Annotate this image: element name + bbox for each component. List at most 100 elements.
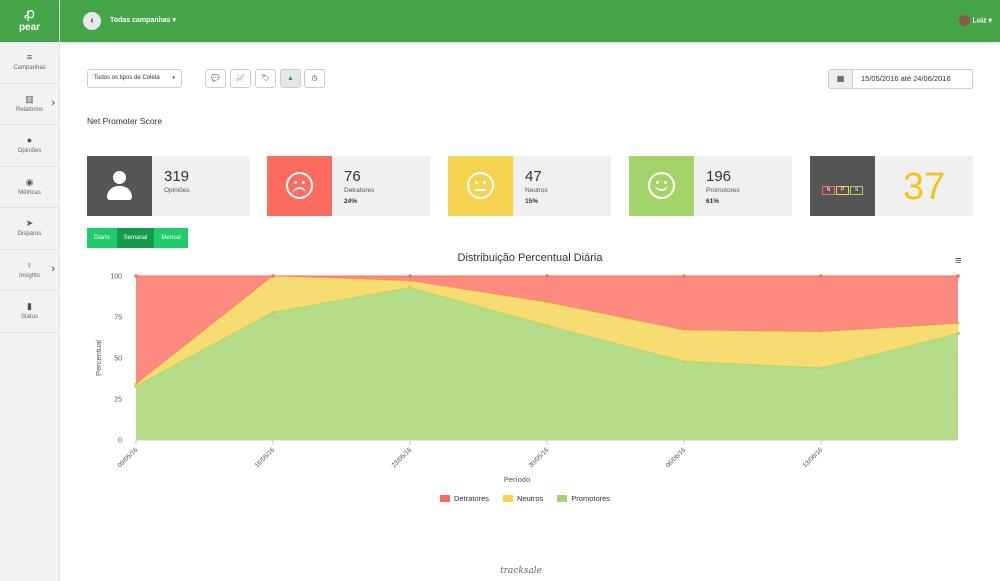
sidebar-item-label: Insights bbox=[19, 272, 40, 279]
brand-name: pear bbox=[18, 22, 41, 33]
x-tick-label: 30/05/16 bbox=[528, 446, 551, 469]
legend-item-neutros[interactable]: Neutros bbox=[503, 494, 543, 503]
sidebar-item-campanhas[interactable]: ≡ Campanhas bbox=[0, 42, 59, 84]
point-detratores bbox=[956, 274, 960, 278]
area-chart-view-button[interactable]: ▲ bbox=[280, 69, 301, 88]
point-detratores bbox=[682, 274, 686, 278]
sad-face-box bbox=[267, 156, 332, 216]
legend-label: Promotores bbox=[571, 494, 611, 503]
nps-letter-p: P bbox=[836, 186, 849, 195]
promoters-percent: 61% bbox=[706, 198, 720, 205]
collection-type-dropdown[interactable]: Todos os tipos de Coleta ▾ bbox=[87, 69, 182, 88]
neutral-face-icon bbox=[467, 172, 494, 199]
sidebar-item-insights[interactable]: ♀ Insights › bbox=[0, 250, 59, 291]
sidebar: ꝓ pear ≡ Campanhas ▥ Relatórios › ● Opin… bbox=[0, 0, 60, 581]
chevron-right-icon: › bbox=[51, 262, 55, 275]
avatar bbox=[958, 15, 970, 26]
user-icon-box bbox=[87, 156, 152, 216]
x-axis-title: Período bbox=[504, 475, 530, 484]
x-tick-label: 06/06/16 bbox=[665, 446, 688, 469]
neutrals-count: 47 bbox=[525, 168, 542, 185]
gauge-view-button[interactable]: ◷ bbox=[304, 69, 325, 88]
user-icon bbox=[113, 171, 126, 184]
bar-chart-icon: ▥ bbox=[25, 93, 34, 104]
opinions-count: 319 bbox=[164, 168, 190, 185]
legend-item-promotores[interactable]: Promotores bbox=[557, 494, 610, 503]
sidebar-item-label: Relatórios bbox=[15, 106, 43, 113]
y-tick-label: 0 bbox=[118, 438, 122, 445]
point-detratores bbox=[408, 274, 412, 278]
sad-face-icon bbox=[286, 172, 313, 199]
legend-label: Detratores bbox=[454, 494, 490, 503]
sidebar-item-label: Status bbox=[20, 314, 38, 320]
period-monthly-button[interactable]: Mensal bbox=[154, 228, 188, 248]
y-tick-label: 50 bbox=[114, 356, 122, 363]
promoters-card: 196 Promotores 61% bbox=[629, 156, 792, 216]
point-detratores bbox=[271, 274, 275, 278]
list-icon: ≡ bbox=[26, 52, 33, 62]
back-button[interactable]: ‹ bbox=[83, 12, 101, 30]
date-range-value: 15/05/2016 até 24/06/2016 bbox=[861, 74, 951, 83]
x-tick-label: 09/05/16 bbox=[117, 446, 140, 469]
pear-logo[interactable]: ꝓ pear bbox=[0, 0, 59, 42]
area-detratores bbox=[136, 276, 958, 385]
x-tick-label: 13/06/16 bbox=[802, 446, 825, 469]
campaign-selector[interactable]: Todas campanhas ▾ bbox=[110, 17, 177, 24]
neutrals-percent: 15% bbox=[525, 198, 539, 205]
opinions-label: Opiniões bbox=[164, 187, 190, 194]
sidebar-item-label: Métricas bbox=[18, 189, 41, 196]
period-weekly-button[interactable]: Semanal bbox=[116, 228, 155, 248]
legend-item-detratores[interactable]: Detratores bbox=[440, 494, 489, 503]
period-daily-button[interactable]: Diário bbox=[87, 228, 117, 248]
point-detratores bbox=[819, 274, 823, 278]
user-icon-body bbox=[107, 186, 132, 200]
legend-swatch bbox=[557, 495, 568, 502]
collection-type-value: Todos os tipos de Coleta bbox=[94, 75, 160, 81]
nps-score: 37 bbox=[903, 166, 946, 208]
y-axis-title: Percentual bbox=[94, 340, 103, 376]
period-toggle: Diário Semanal Mensal bbox=[87, 228, 188, 248]
opinions-card: 319 Opiniões bbox=[87, 156, 250, 216]
sidebar-item-metricas[interactable]: ◉ Métricas bbox=[0, 167, 59, 208]
chat-icon: ● bbox=[26, 135, 33, 145]
user-name: Luiz ▾ bbox=[972, 17, 992, 25]
point-detratores bbox=[134, 274, 138, 278]
chart-title: Distribuição Percentual Diária bbox=[457, 252, 603, 264]
happy-face-box bbox=[629, 156, 694, 216]
gauge-icon: ◷ bbox=[311, 75, 318, 82]
x-tick-label: 16/05/16 bbox=[254, 446, 277, 469]
y-tick-label: 75 bbox=[114, 315, 122, 322]
sidebar-item-disparos[interactable]: ➤ Disparos bbox=[0, 208, 59, 250]
pear-icon: ꝓ bbox=[24, 5, 35, 21]
y-tick-label: 25 bbox=[114, 397, 122, 404]
trend-view-button[interactable]: 📈 bbox=[230, 69, 251, 88]
area-chart-icon: ▲ bbox=[287, 75, 294, 82]
hamburger-menu-icon[interactable]: ≡ bbox=[955, 255, 962, 267]
lightbulb-icon: ♀ bbox=[26, 259, 33, 270]
sidebar-item-label: Opiniões bbox=[17, 148, 42, 154]
sidebar-item-opinioes[interactable]: ● Opiniões bbox=[0, 125, 59, 167]
detractors-percent: 24% bbox=[344, 198, 358, 205]
comments-view-button[interactable]: 💬 bbox=[205, 69, 226, 88]
date-range-picker[interactable]: ▦ 15/05/2016 até 24/06/2016 bbox=[828, 69, 973, 89]
user-menu[interactable]: Luiz ▾ bbox=[958, 15, 992, 26]
top-bar: ‹ Todas campanhas ▾ Luiz ▾ bbox=[60, 0, 1000, 42]
tags-view-button[interactable]: 🏷 bbox=[255, 69, 276, 88]
detractors-count: 76 bbox=[344, 168, 361, 185]
chevron-down-icon: ▾ bbox=[172, 75, 175, 81]
comment-icon: 💬 bbox=[211, 75, 220, 82]
detractors-card: 76 Detratores 24% bbox=[267, 156, 430, 216]
detractors-label: Detratores bbox=[344, 187, 375, 194]
chart-legend: Detratores Neutros Promotores bbox=[440, 494, 610, 503]
legend-swatch bbox=[503, 495, 514, 502]
nps-letter-n: N bbox=[822, 186, 835, 195]
legend-label: Neutros bbox=[517, 494, 544, 503]
sidebar-item-relatorios[interactable]: ▥ Relatórios › bbox=[0, 84, 59, 125]
sidebar-item-status[interactable]: ▮ Status bbox=[0, 291, 59, 333]
sidebar-item-label: Disparos bbox=[17, 231, 42, 237]
y-tick-label: 100 bbox=[110, 274, 122, 281]
area-promotores bbox=[136, 287, 958, 440]
